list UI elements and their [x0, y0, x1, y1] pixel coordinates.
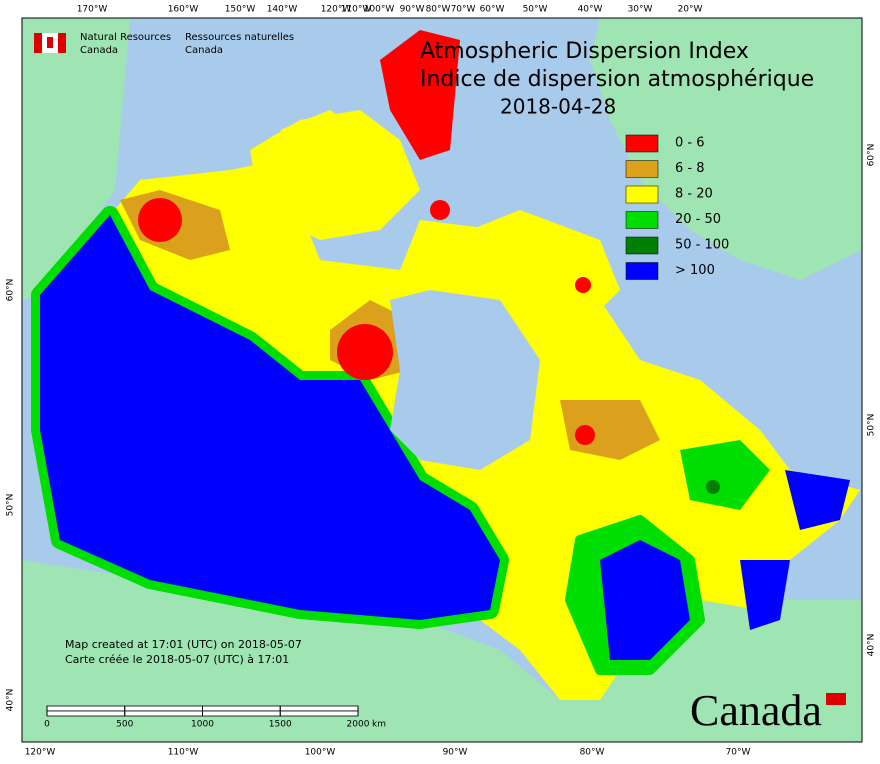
longitude-label: 110°W: [168, 748, 199, 758]
greenland: [590, 18, 862, 280]
scale-segment: [279, 710, 359, 717]
note: Carte créée le 2018-05-07 (UTC) à 17:01: [65, 653, 289, 666]
scale-label: 1500: [269, 720, 292, 730]
legend-swatch: [625, 134, 659, 153]
longitude-label: 70°W: [451, 5, 476, 15]
dispersion-region: [40, 215, 500, 620]
scale-unit: km: [372, 720, 386, 730]
dispersion-region: [680, 440, 770, 510]
legend-swatch: [625, 160, 659, 178]
legend-swatch: [625, 211, 659, 229]
scale-label: 1000: [191, 720, 214, 730]
title-fr: Indice de dispersion atmosphérique: [420, 67, 814, 92]
scale-segment: [202, 710, 281, 717]
flag: [34, 33, 42, 53]
longitude-label: 30°W: [628, 5, 653, 15]
longitude-label: 60°W: [480, 5, 505, 15]
dispersion-region: [575, 277, 591, 293]
dispersion-region: [600, 540, 690, 660]
longitude-label: 90°W: [400, 5, 425, 15]
hudson-bay: [390, 290, 540, 470]
latitude-label: 50°N: [6, 494, 16, 517]
longitude-label: 100°W: [305, 748, 336, 758]
flag: [47, 37, 53, 48]
dispersion-region: [740, 560, 790, 630]
scale-label: 2000: [347, 720, 370, 730]
scale-label: 0: [44, 720, 50, 730]
longitude-label: 80°W: [580, 748, 605, 758]
dispersion-region: [250, 110, 420, 240]
wordmark: Canada: [690, 686, 822, 735]
longitude-label: 140°W: [267, 5, 298, 15]
alaska: [22, 18, 130, 300]
legend-label: > 100: [675, 263, 715, 278]
scale-segment: [124, 710, 203, 717]
title: Atmospheric Dispersion Index: [420, 39, 749, 64]
longitude-label: 70°W: [726, 748, 751, 758]
longitude-label: 150°W: [225, 5, 256, 15]
dispersion-region: [575, 425, 595, 445]
legend-label: 20 - 50: [675, 212, 721, 227]
latitude-label: 40°N: [6, 689, 16, 712]
longitude-label: 40°W: [578, 5, 603, 15]
scale-segment: [124, 705, 203, 712]
dispersion-region: [430, 200, 450, 220]
frame: [21, 17, 863, 743]
latitude-label: 50°N: [867, 414, 877, 437]
flag: [58, 33, 66, 53]
longitude-label: 90°W: [443, 748, 468, 758]
longitude-label: 100°W: [364, 5, 395, 15]
longitude-label: 50°W: [523, 5, 548, 15]
date: 2018-04-28: [500, 95, 616, 119]
latitude-label: 60°N: [6, 279, 16, 302]
logo-text: Natural Resources: [80, 32, 171, 43]
note: Map created at 17:01 (UTC) on 2018-05-07: [65, 638, 302, 651]
legend-swatch: [625, 236, 659, 255]
dispersion-region: [280, 110, 360, 150]
scale-label: 500: [116, 720, 133, 730]
scale-segment: [279, 705, 359, 712]
longitude-label: 80°W: [426, 5, 451, 15]
scale-segment: [202, 705, 281, 712]
latitude-label: 40°N: [867, 634, 877, 657]
dispersion-region: [380, 30, 460, 160]
scale-segment: [46, 710, 126, 717]
dispersion-region: [337, 324, 393, 380]
latitude-label: 60°N: [867, 144, 877, 167]
logo: Natural Resources Canada Ressources natu…: [34, 32, 294, 56]
longitude-label: 170°W: [77, 5, 108, 15]
longitude-label: 120°W: [321, 5, 352, 15]
longitude-label: 110°W: [341, 5, 372, 15]
dispersion-region: [138, 198, 182, 242]
longitude-label: 120°W: [25, 748, 56, 758]
dispersion-region: [785, 470, 850, 530]
logo-text: Ressources naturelles: [185, 32, 294, 43]
logo-text: Canada: [80, 45, 118, 56]
legend-label: 50 - 100: [675, 238, 729, 253]
legend-label: 0 - 6: [675, 136, 705, 151]
legend-label: 8 - 20: [675, 187, 713, 202]
longitude-label: 160°W: [168, 5, 199, 15]
wordmark-flag: [826, 693, 846, 705]
legend-label: 6 - 8: [675, 161, 705, 176]
legend-swatch: [625, 185, 659, 204]
scale-segment: [46, 705, 126, 712]
legend-swatch: [625, 262, 659, 280]
logo-text: Canada: [185, 45, 223, 56]
longitude-label: 20°W: [678, 5, 703, 15]
dispersion-region: [706, 480, 720, 494]
